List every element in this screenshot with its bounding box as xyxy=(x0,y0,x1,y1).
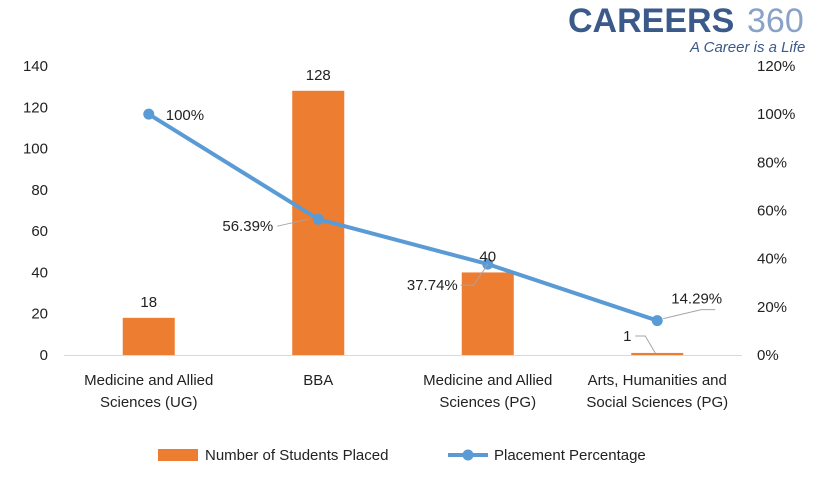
right-tick-label: 40% xyxy=(757,251,787,268)
bar-data-label: 1 xyxy=(623,328,631,345)
left-tick-label: 140 xyxy=(23,58,48,75)
line-series xyxy=(143,108,663,327)
left-axis-ticks: 0 20 40 60 80 100 120 140 xyxy=(23,58,48,364)
logo-tagline: A Career is a Life xyxy=(689,39,805,56)
careers360-logo: CAREERS 360 A Career is a Life xyxy=(568,2,805,56)
bar-data-label: 18 xyxy=(140,294,157,311)
category-label: Medicine and Allied xyxy=(84,372,213,389)
left-tick-label: 40 xyxy=(31,264,48,281)
category-labels: Medicine and Allied Sciences (UG) BBA Medic… xyxy=(84,372,728,411)
line-data-label: 37.74% xyxy=(407,277,458,294)
bar-data-label: 40 xyxy=(479,248,496,265)
category-label: Sciences (PG) xyxy=(439,394,536,411)
line-marker xyxy=(312,213,324,225)
logo-number: 360 xyxy=(747,2,804,40)
label-leader-lines xyxy=(277,218,716,354)
right-axis-ticks: 0% 20% 40% 60% 80% 100% 120% xyxy=(757,58,795,364)
right-tick-label: 120% xyxy=(757,58,795,75)
bar xyxy=(631,352,684,355)
line-data-label: 56.39% xyxy=(222,218,273,235)
label-leader-line xyxy=(277,218,309,227)
right-tick-label: 0% xyxy=(757,347,779,364)
category-label: Sciences (UG) xyxy=(100,394,198,411)
legend-swatch-bar xyxy=(158,449,198,461)
category-label: BBA xyxy=(303,372,333,389)
line-data-label: 14.29% xyxy=(671,291,722,308)
left-tick-label: 0 xyxy=(40,347,48,364)
bar xyxy=(461,272,514,355)
left-tick-label: 80 xyxy=(31,182,48,199)
line-data-label: 100% xyxy=(166,107,204,124)
line-marker xyxy=(143,108,155,120)
bar-data-label: 128 xyxy=(306,67,331,84)
legend-label-bars: Number of Students Placed xyxy=(205,447,388,464)
left-tick-label: 100 xyxy=(23,141,48,158)
line-marker xyxy=(651,315,663,327)
left-tick-label: 120 xyxy=(23,99,48,116)
right-tick-label: 20% xyxy=(757,299,787,316)
label-leader-line xyxy=(635,335,656,354)
right-tick-label: 100% xyxy=(757,106,795,123)
legend-label-line: Placement Percentage xyxy=(494,447,646,464)
category-label: Medicine and Allied xyxy=(423,372,552,389)
left-tick-label: 20 xyxy=(31,306,48,323)
bar xyxy=(122,317,175,355)
data-labels: 18 128 40 1 100% 56.39% 37.74% 14.29% xyxy=(140,67,722,345)
category-label: Arts, Humanities and xyxy=(588,372,727,389)
bar-series xyxy=(122,90,684,356)
logo-wordmark: CAREERS xyxy=(568,2,734,40)
legend: Number of Students Placed Placement Perce… xyxy=(158,447,646,464)
label-leader-line xyxy=(663,309,716,320)
right-tick-label: 60% xyxy=(757,203,787,220)
category-label: Social Sciences (PG) xyxy=(586,394,728,411)
legend-swatch-marker xyxy=(462,449,474,461)
placement-line xyxy=(146,112,660,323)
right-tick-label: 80% xyxy=(757,154,787,171)
left-tick-label: 60 xyxy=(31,223,48,240)
label-leader-line xyxy=(460,263,489,286)
